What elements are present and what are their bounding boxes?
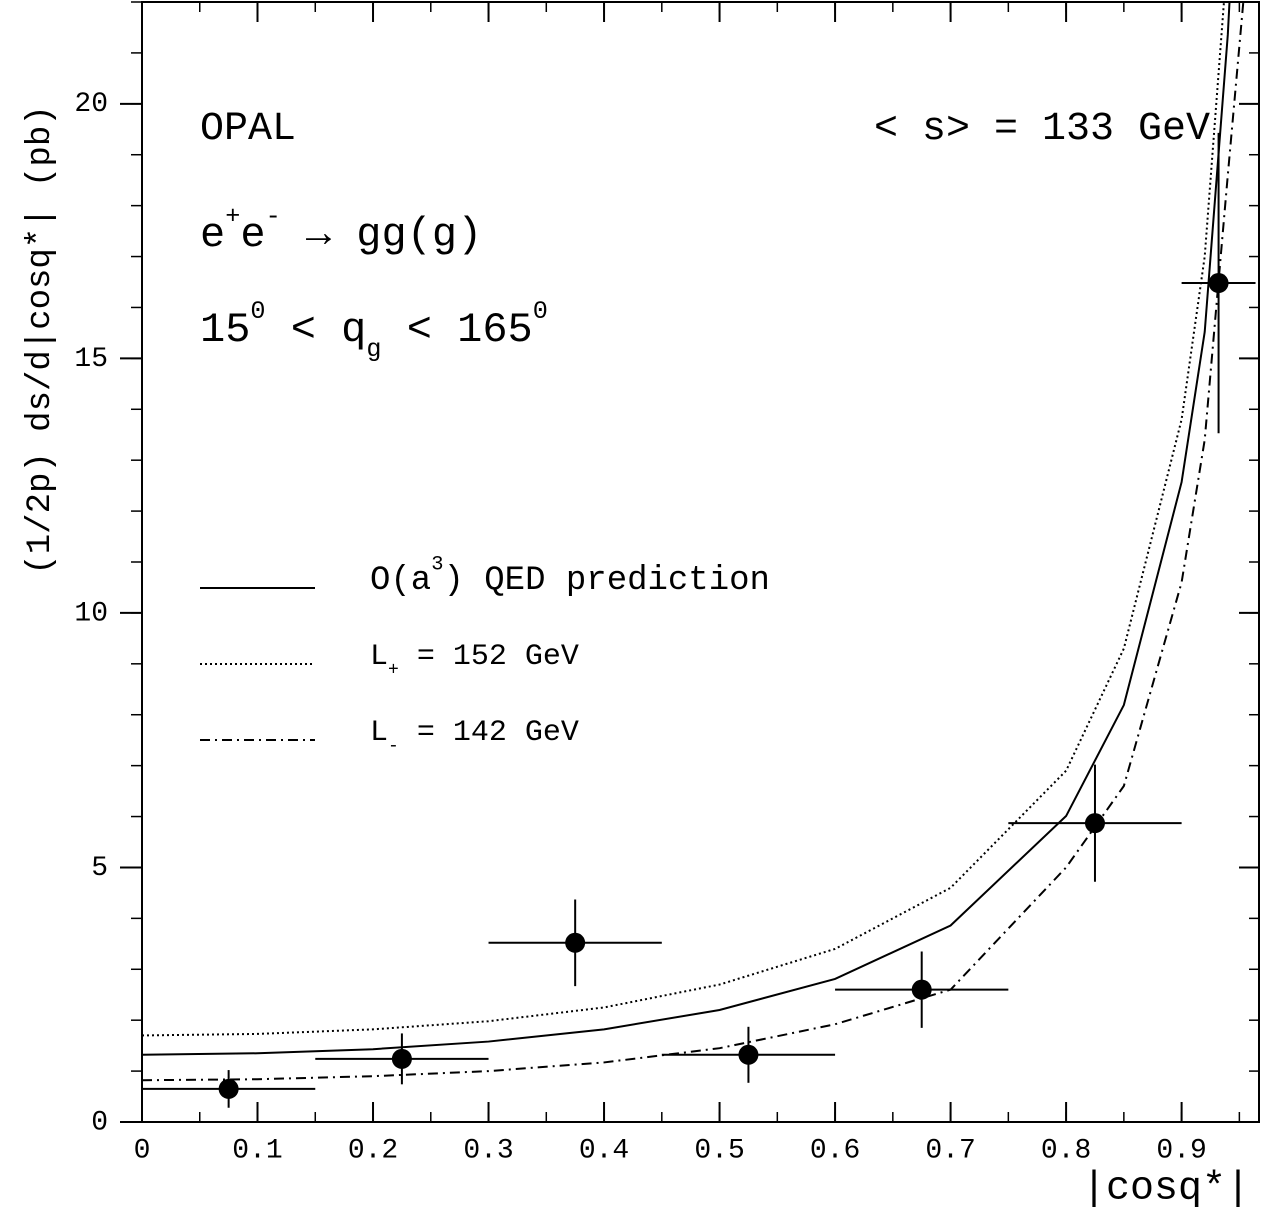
legend-entry-part: O(a — [370, 562, 431, 600]
x-tick-label: 0.4 — [579, 1135, 629, 1166]
legend-entry-part: L — [370, 640, 388, 674]
x-axis-label: |cosq*| — [1082, 1167, 1250, 1211]
annotation-part: 15 — [200, 306, 250, 354]
data-point — [911, 979, 932, 1000]
legend-entry: L-​ = 142 GeV — [370, 716, 579, 756]
annotation: e+​e-​ → gg(g) — [200, 202, 482, 259]
annotation-part: < s> = 133 GeV — [874, 107, 1210, 152]
y-axis-label: (1/2p) ds/d|cosq*| (pb) — [22, 105, 60, 574]
legend-entry-part: 3 — [431, 554, 443, 577]
curves — [142, 2, 1245, 1082]
annotation: < s> = 133 GeV — [874, 107, 1210, 152]
annotation: 150​ < qg​ < 1650​ — [200, 297, 548, 364]
x-tick-label: 0 — [134, 1135, 151, 1166]
x-tick-label: 0.3 — [463, 1135, 513, 1166]
legend-entry: L+​ = 152 GeV — [370, 640, 579, 680]
data-point — [1084, 813, 1105, 834]
annotation-part: g — [366, 335, 381, 364]
x-tick-label: 0.2 — [348, 1135, 398, 1166]
annotation-part: OPAL — [200, 107, 296, 152]
curve — [142, 2, 1245, 1082]
legend-entry-part: - — [388, 736, 399, 756]
annotation-part: 0 — [250, 297, 265, 326]
data-point — [391, 1048, 412, 1069]
annotation-part: e — [240, 211, 265, 259]
curve — [142, 2, 1225, 1037]
y-tick-label: 20 — [74, 89, 108, 120]
legend-entry-part: = 142 GeV — [399, 716, 579, 750]
y-tick-label: 15 — [74, 344, 108, 375]
y-tick-label: 0 — [91, 1107, 108, 1138]
x-tick-label: 0.7 — [925, 1135, 975, 1166]
annotation: OPAL — [200, 107, 296, 152]
x-tick-label: 0.9 — [1156, 1135, 1206, 1166]
data-point — [218, 1078, 239, 1099]
y-tick-label: 5 — [91, 853, 108, 884]
annotation-part: < 165 — [382, 306, 533, 354]
legend-entry-part: = 152 GeV — [399, 640, 579, 674]
data-point — [738, 1044, 759, 1065]
x-tick-label: 0.5 — [694, 1135, 744, 1166]
annotation-part: - — [266, 202, 281, 231]
y-tick-label: 10 — [74, 598, 108, 629]
annotation-part: → gg(g) — [281, 211, 483, 259]
data-point — [1208, 273, 1229, 294]
annotation-part: + — [225, 202, 240, 231]
x-tick-label: 0.8 — [1041, 1135, 1091, 1166]
data-point — [565, 932, 586, 953]
x-tick-label: 0.1 — [232, 1135, 282, 1166]
curve — [142, 2, 1231, 1056]
legend-entry-part: + — [388, 660, 399, 680]
x-tick-label: 0.6 — [810, 1135, 860, 1166]
legend-entry-part: ) QED prediction — [443, 562, 769, 600]
annotation-part: < q — [266, 306, 367, 354]
legend-entry: O(a3​) QED prediction — [370, 554, 770, 600]
annotation-part: 0 — [533, 297, 548, 326]
annotation-part: e — [200, 211, 225, 259]
legend-entry-part: L — [370, 716, 388, 750]
